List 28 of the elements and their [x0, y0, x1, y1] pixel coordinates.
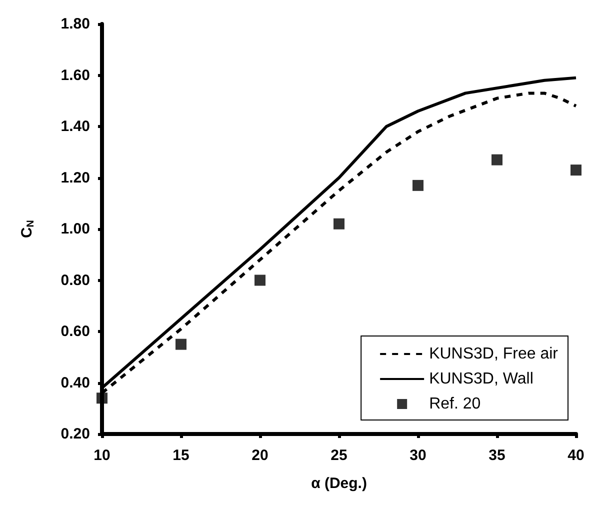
legend-label: KUNS3D, Free air	[429, 346, 559, 362]
point	[96, 392, 108, 404]
x-tick-label: 30	[410, 447, 426, 464]
y-tick-label: 1.80	[60, 16, 90, 32]
y-axis-title: CN	[18, 220, 36, 238]
point	[334, 218, 344, 230]
y-tick-label: 0.20	[60, 426, 90, 442]
legend-label: Ref. 20	[429, 396, 481, 412]
x-tick-label: 25	[330, 447, 348, 464]
y-tick-label: 1.60	[60, 66, 90, 84]
x-tick-label: 10	[94, 447, 110, 464]
point	[254, 274, 266, 286]
x-tick-label: 35	[488, 447, 506, 464]
x-axis-title: α (Deg.)	[311, 475, 367, 492]
y-tick-label: 0.80	[60, 272, 90, 289]
x-tick-label: 40	[568, 447, 584, 464]
point	[570, 164, 582, 176]
x-tick-label: 15	[172, 447, 190, 464]
y-tick-label: 1.40	[60, 118, 90, 135]
y-tick-label: 1.20	[60, 169, 90, 186]
x-tick-label: 20	[252, 447, 268, 464]
y-tick-label: 0.40	[60, 374, 90, 392]
point	[176, 338, 186, 350]
y-tick-label: 1.00	[60, 220, 90, 238]
point	[492, 154, 502, 166]
y-tick-label: 0.60	[60, 323, 90, 340]
point	[412, 180, 424, 191]
legend-label: KUNS3D, Wall	[429, 370, 534, 388]
